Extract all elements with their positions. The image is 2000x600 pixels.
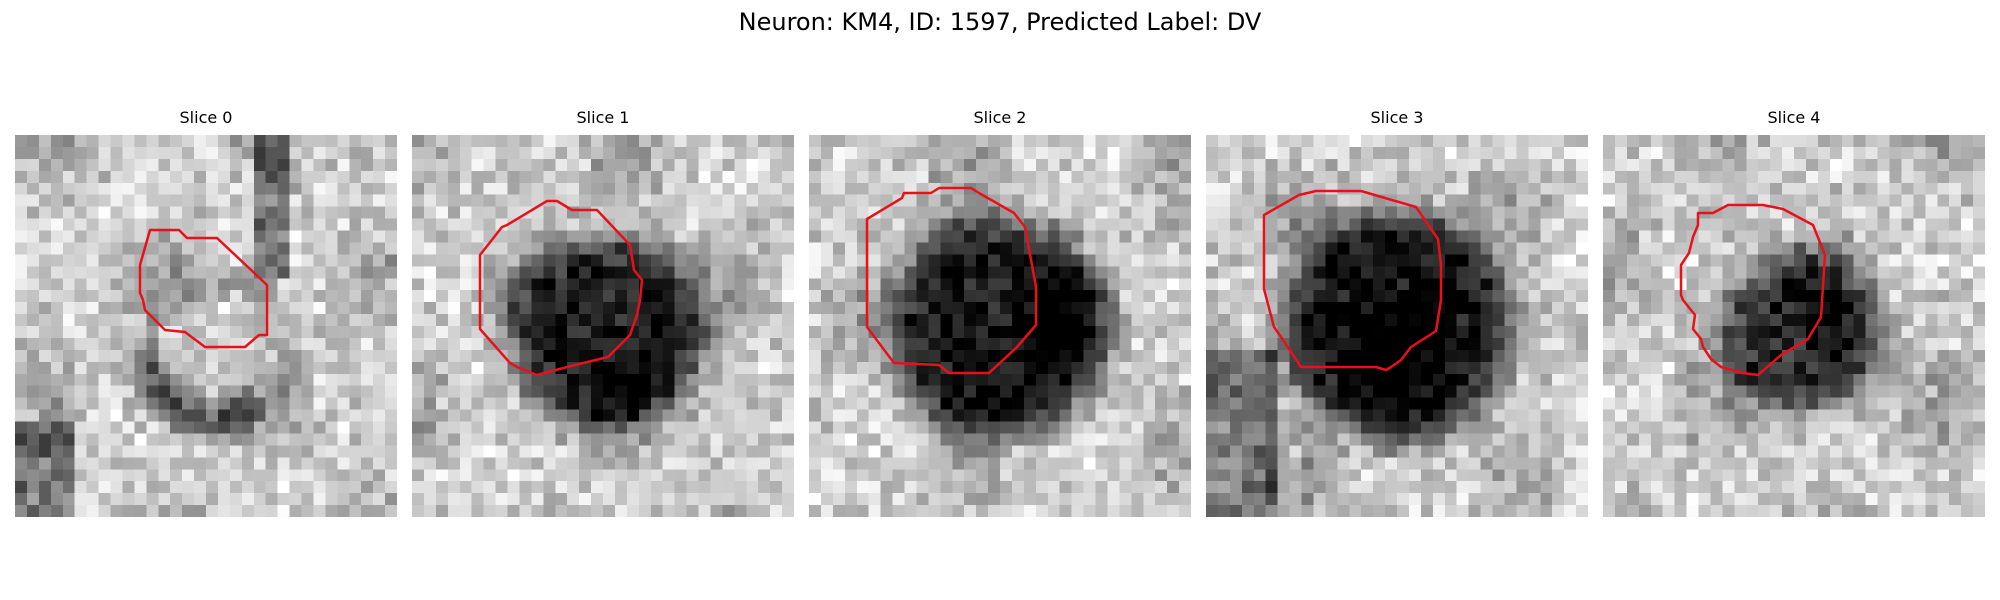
slice-panel-3: Slice 3: [1206, 108, 1588, 517]
slice-title-4: Slice 4: [1767, 108, 1821, 127]
pixel-grid: [1206, 135, 1588, 517]
slice-panel-0: Slice 0: [15, 108, 397, 517]
pixel-grid: [412, 135, 794, 517]
segmentation-contour: [1679, 203, 1827, 377]
slice-panel-4: Slice 4: [1603, 108, 1985, 517]
slice-title-2: Slice 2: [973, 108, 1027, 127]
segmentation-contour: [138, 228, 269, 349]
pixel-grid: [809, 135, 1191, 517]
slice-title-0: Slice 0: [179, 108, 233, 127]
segmentation-contour: [478, 199, 644, 377]
slice-panel-1: Slice 1: [412, 108, 794, 517]
slice-title-3: Slice 3: [1370, 108, 1424, 127]
pixel-grid: [1603, 135, 1985, 517]
slice-image-0: [15, 135, 397, 517]
slice-image-3: [1206, 135, 1588, 517]
slice-image-2: [809, 135, 1191, 517]
segmentation-contour: [1262, 189, 1443, 372]
pixel-grid: [15, 135, 397, 517]
segmentation-contour: [865, 186, 1038, 375]
slice-panel-2: Slice 2: [809, 108, 1191, 517]
figure-title: Neuron: KM4, ID: 1597, Predicted Label: …: [738, 8, 1262, 36]
slice-title-1: Slice 1: [576, 108, 630, 127]
slice-image-4: [1603, 135, 1985, 517]
slice-image-1: [412, 135, 794, 517]
